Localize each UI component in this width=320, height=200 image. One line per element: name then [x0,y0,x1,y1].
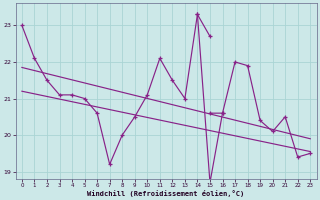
X-axis label: Windchill (Refroidissement éolien,°C): Windchill (Refroidissement éolien,°C) [87,190,245,197]
